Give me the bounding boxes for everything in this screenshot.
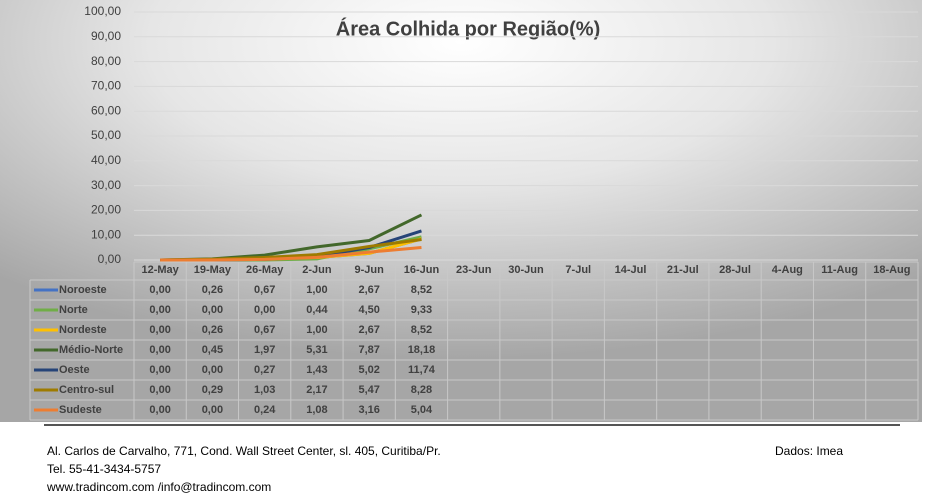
- x-tick-label: 30-Jun: [508, 264, 544, 276]
- x-tick-label: 18-Aug: [873, 264, 910, 276]
- table-value: 18,18: [408, 344, 436, 356]
- table-value: 0,44: [306, 304, 328, 316]
- table-value: 0,00: [202, 304, 223, 316]
- table-value: 0,00: [149, 324, 170, 336]
- table-value: 8,52: [411, 324, 432, 336]
- table-value: 0,00: [149, 384, 170, 396]
- legend-label: Noroeste: [59, 284, 107, 296]
- table-value: 2,67: [358, 324, 379, 336]
- table-value: 2,67: [358, 284, 379, 296]
- table-value: 0,67: [254, 324, 275, 336]
- x-tick-label: 16-Jun: [404, 264, 440, 276]
- x-tick-label: 7-Jul: [565, 264, 591, 276]
- y-tick-label: 20,00: [91, 203, 121, 217]
- x-tick-label: 28-Jul: [719, 264, 751, 276]
- table-value: 0,00: [149, 364, 170, 376]
- y-tick-label: 40,00: [91, 153, 121, 167]
- table-value: 3,16: [358, 404, 379, 416]
- table-value: 0,45: [202, 344, 223, 356]
- y-tick-label: 10,00: [91, 227, 121, 241]
- table-value: 0,00: [202, 404, 223, 416]
- table-value: 2,17: [306, 384, 327, 396]
- table-value: 5,02: [358, 364, 379, 376]
- footer-web: www.tradincom.com /info@tradincom.com: [46, 480, 271, 494]
- table-value: 5,47: [358, 384, 379, 396]
- table-value: 1,03: [254, 384, 275, 396]
- table-value: 11,74: [408, 364, 436, 376]
- table-value: 4,50: [358, 304, 379, 316]
- table-value: 0,00: [149, 304, 170, 316]
- y-tick-label: 0,00: [98, 252, 122, 266]
- x-tick-label: 14-Jul: [615, 264, 647, 276]
- legend-label: Norte: [59, 304, 88, 316]
- table-value: 0,24: [254, 404, 276, 416]
- y-tick-label: 100,00: [84, 4, 121, 18]
- x-tick-label: 9-Jun: [355, 264, 385, 276]
- footer-address: Al. Carlos de Carvalho, 771, Cond. Wall …: [47, 444, 441, 458]
- table-value: 8,28: [411, 384, 432, 396]
- footer-source: Dados: Imea: [775, 444, 843, 458]
- legend-label: Nordeste: [59, 324, 107, 336]
- table-value: 0,26: [202, 284, 223, 296]
- x-tick-label: 21-Jul: [667, 264, 699, 276]
- y-tick-label: 70,00: [91, 79, 121, 93]
- y-tick-label: 60,00: [91, 103, 121, 117]
- table-value: 1,43: [306, 364, 327, 376]
- y-tick-label: 50,00: [91, 128, 121, 142]
- table-value: 5,04: [411, 404, 433, 416]
- table-value: 0,29: [202, 384, 223, 396]
- series-line: [160, 246, 422, 262]
- chart-title: Área Colhida por Região(%): [336, 17, 600, 40]
- table-value: 0,00: [149, 344, 170, 356]
- legend-label: Médio-Norte: [59, 344, 123, 356]
- legend-label: Centro-sul: [59, 384, 114, 396]
- table-value: 1,08: [306, 404, 327, 416]
- table-value: 1,97: [254, 344, 275, 356]
- x-tick-label: 4-Aug: [772, 264, 803, 276]
- table-value: 0,00: [149, 404, 170, 416]
- table-value: 5,31: [306, 344, 327, 356]
- chart-background: [0, 0, 922, 422]
- x-tick-label: 26-May: [246, 264, 284, 276]
- x-tick-label: 19-May: [194, 264, 232, 276]
- x-tick-label: 11-Aug: [821, 264, 858, 276]
- table-value: 1,00: [306, 284, 327, 296]
- table-value: 7,87: [358, 344, 379, 356]
- table-value: 1,00: [306, 324, 327, 336]
- x-tick-label: 23-Jun: [456, 264, 492, 276]
- table-value: 0,00: [254, 304, 275, 316]
- x-tick-label: 2-Jun: [302, 264, 332, 276]
- y-tick-label: 90,00: [91, 29, 121, 43]
- table-value: 9,33: [411, 304, 432, 316]
- table-value: 0,00: [149, 284, 170, 296]
- table-value: 0,26: [202, 324, 223, 336]
- y-tick-label: 80,00: [91, 54, 121, 68]
- table-value: 0,67: [254, 284, 275, 296]
- legend-label: Sudeste: [59, 404, 102, 416]
- legend-label: Oeste: [59, 364, 90, 376]
- table-value: 8,52: [411, 284, 432, 296]
- table-value: 0,00: [202, 364, 223, 376]
- table-value: 0,27: [254, 364, 275, 376]
- x-tick-label: 12-May: [141, 264, 179, 276]
- y-tick-label: 30,00: [91, 178, 121, 192]
- footer-tel: Tel. 55-41-3434-5757: [47, 462, 161, 476]
